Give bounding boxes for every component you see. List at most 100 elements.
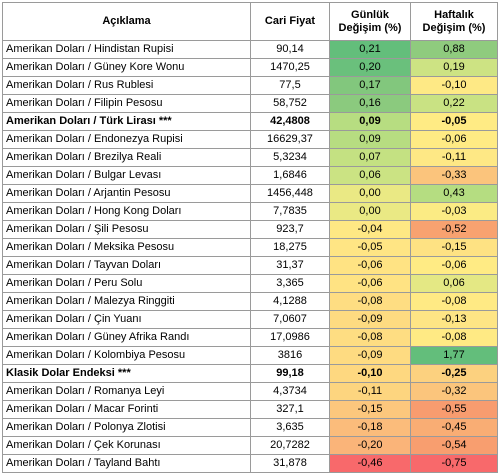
header-cari-fiyat: Cari Fiyat — [250, 2, 330, 41]
header-row: Açıklama Cari Fiyat Günlük Değişim (%) H… — [2, 2, 498, 41]
row-price: 4,3734 — [250, 382, 330, 401]
row-weekly-change: -0,10 — [410, 76, 498, 95]
row-daily-change: 0,17 — [329, 76, 411, 95]
row-price: 7,7835 — [250, 202, 330, 221]
table-row: Amerikan Doları / Arjantin Pesosu 1456,44… — [2, 184, 498, 203]
row-name: Amerikan Doları / Bulgar Levası — [2, 166, 251, 185]
row-name: Amerikan Doları / Türk Lirası *** — [2, 112, 251, 131]
row-price: 1470,25 — [250, 58, 330, 77]
row-price: 4,1288 — [250, 292, 330, 311]
table-body: Amerikan Doları / Hindistan Rupisi 90,14 0… — [2, 40, 498, 473]
table-row: Amerikan Doları / Güney Afrika Randı 17,0… — [2, 328, 498, 347]
row-weekly-change: -0,06 — [410, 256, 498, 275]
row-weekly-change: -0,15 — [410, 238, 498, 257]
table-row: Amerikan Doları / Şili Pesosu 923,7 -0,04-… — [2, 220, 498, 239]
row-price: 1456,448 — [250, 184, 330, 203]
header-haftalik-line1: Haftalık — [434, 8, 474, 21]
row-weekly-change: -0,32 — [410, 382, 498, 401]
table-row: Amerikan Doları / Romanya Leyi 4,3734 -0,1… — [2, 382, 498, 401]
header-haftalik: Haftalık Değişim (%) — [410, 2, 498, 41]
row-price: 77,5 — [250, 76, 330, 95]
row-daily-change: 0,21 — [329, 40, 411, 59]
row-daily-change: 0,16 — [329, 94, 411, 113]
table-row: Amerikan Doları / Rus Rublesi 77,5 0,17 -0,… — [2, 76, 498, 95]
row-name: Amerikan Doları / Macar Forinti — [2, 400, 251, 419]
row-price: 5,3234 — [250, 148, 330, 167]
row-daily-change: 0,06 — [329, 166, 411, 185]
row-weekly-change: -0,08 — [410, 292, 498, 311]
header-gunluk: Günlük Değişim (%) — [329, 2, 411, 41]
row-weekly-change: -0,13 — [410, 310, 498, 329]
table-row: Amerikan Doları / Bulgar Levası 1,6846 0,0… — [2, 166, 498, 185]
row-name: Amerikan Doları / Rus Rublesi — [2, 76, 251, 95]
row-name: Amerikan Doları / Tayvan Doları — [2, 256, 251, 275]
row-daily-change: -0,15 — [329, 400, 411, 419]
row-price: 3,365 — [250, 274, 330, 293]
table-row: Amerikan Doları / Kolombiya Pesosu 3816 -0… — [2, 346, 498, 365]
row-weekly-change: 0,19 — [410, 58, 498, 77]
row-price: 923,7 — [250, 220, 330, 239]
row-daily-change: 0,00 — [329, 184, 411, 203]
row-name: Amerikan Doları / Hong Kong Doları — [2, 202, 251, 221]
row-name: Amerikan Doları / Kolombiya Pesosu — [2, 346, 251, 365]
row-daily-change: -0,05 — [329, 238, 411, 257]
row-weekly-change: -0,45 — [410, 418, 498, 437]
row-weekly-change: -0,11 — [410, 148, 498, 167]
table-row: Amerikan Doları / Tayvan Doları 31,37 -0,0… — [2, 256, 498, 275]
row-price: 20,7282 — [250, 436, 330, 455]
row-price: 7,0607 — [250, 310, 330, 329]
row-daily-change: -0,08 — [329, 292, 411, 311]
row-daily-change: -0,10 — [329, 364, 411, 383]
row-daily-change: 0,09 — [329, 130, 411, 149]
row-weekly-change: -0,55 — [410, 400, 498, 419]
table-row: Amerikan Doları / Çin Yuanı 7,0607 -0,09 -0… — [2, 310, 498, 329]
row-daily-change: -0,11 — [329, 382, 411, 401]
row-daily-change: -0,18 — [329, 418, 411, 437]
table-row: Amerikan Doları / Türk Lirası *** 42,4808… — [2, 112, 498, 131]
row-name: Amerikan Doları / Çek Korunası — [2, 436, 251, 455]
table-row: Klasik Dolar Endeksi *** 99,18 -0,10 -0,25 — [2, 364, 498, 383]
row-weekly-change: -0,52 — [410, 220, 498, 239]
row-name: Amerikan Doları / Malezya Ringgiti — [2, 292, 251, 311]
table-row: Amerikan Doları / Hindistan Rupisi 90,14 0… — [2, 40, 498, 59]
row-name: Amerikan Doları / Arjantin Pesosu — [2, 184, 251, 203]
row-name: Amerikan Doları / Polonya Zlotisi — [2, 418, 251, 437]
row-name: Amerikan Doları / Endonezya Rupisi — [2, 130, 251, 149]
row-weekly-change: -0,05 — [410, 112, 498, 131]
header-gunluk-line2: Değişim (%) — [338, 21, 402, 34]
row-name: Amerikan Doları / Brezilya Reali — [2, 148, 251, 167]
row-daily-change: -0,06 — [329, 274, 411, 293]
header-aciklama: Açıklama — [2, 2, 251, 41]
table-row: Amerikan Doları / Meksika Pesosu 18,275 -0… — [2, 238, 498, 257]
row-name: Amerikan Doları / Çin Yuanı — [2, 310, 251, 329]
table-row: Amerikan Doları / Çek Korunası 20,7282 -0,… — [2, 436, 498, 455]
row-name: Amerikan Doları / Şili Pesosu — [2, 220, 251, 239]
row-price: 327,1 — [250, 400, 330, 419]
row-weekly-change: -0,54 — [410, 436, 498, 455]
table-row: Amerikan Doları / Malezya Ringgiti 4,1288… — [2, 292, 498, 311]
row-price: 1,6846 — [250, 166, 330, 185]
row-price: 3,635 — [250, 418, 330, 437]
row-price: 31,37 — [250, 256, 330, 275]
table-row: Amerikan Doları / Hong Kong Doları 7,7835… — [2, 202, 498, 221]
row-daily-change: 0,09 — [329, 112, 411, 131]
row-daily-change: -0,20 — [329, 436, 411, 455]
row-weekly-change: -0,25 — [410, 364, 498, 383]
row-price: 99,18 — [250, 364, 330, 383]
row-daily-change: 0,20 — [329, 58, 411, 77]
table-row: Amerikan Doları / Polonya Zlotisi 3,635 -0… — [2, 418, 498, 437]
row-name: Amerikan Doları / Tayland Bahtı — [2, 454, 251, 473]
row-price: 17,0986 — [250, 328, 330, 347]
row-weekly-change: 1,77 — [410, 346, 498, 365]
row-weekly-change: 0,22 — [410, 94, 498, 113]
row-weekly-change: -0,33 — [410, 166, 498, 185]
row-daily-change: -0,08 — [329, 328, 411, 347]
table-row: Amerikan Doları / Filipin Pesosu 58,752 0,… — [2, 94, 498, 113]
row-price: 31,878 — [250, 454, 330, 473]
row-daily-change: 0,07 — [329, 148, 411, 167]
row-name: Klasik Dolar Endeksi *** — [2, 364, 251, 383]
table-row: Amerikan Doları / Macar Forinti 327,1 -0,1… — [2, 400, 498, 419]
row-price: 90,14 — [250, 40, 330, 59]
row-daily-change: -0,09 — [329, 310, 411, 329]
